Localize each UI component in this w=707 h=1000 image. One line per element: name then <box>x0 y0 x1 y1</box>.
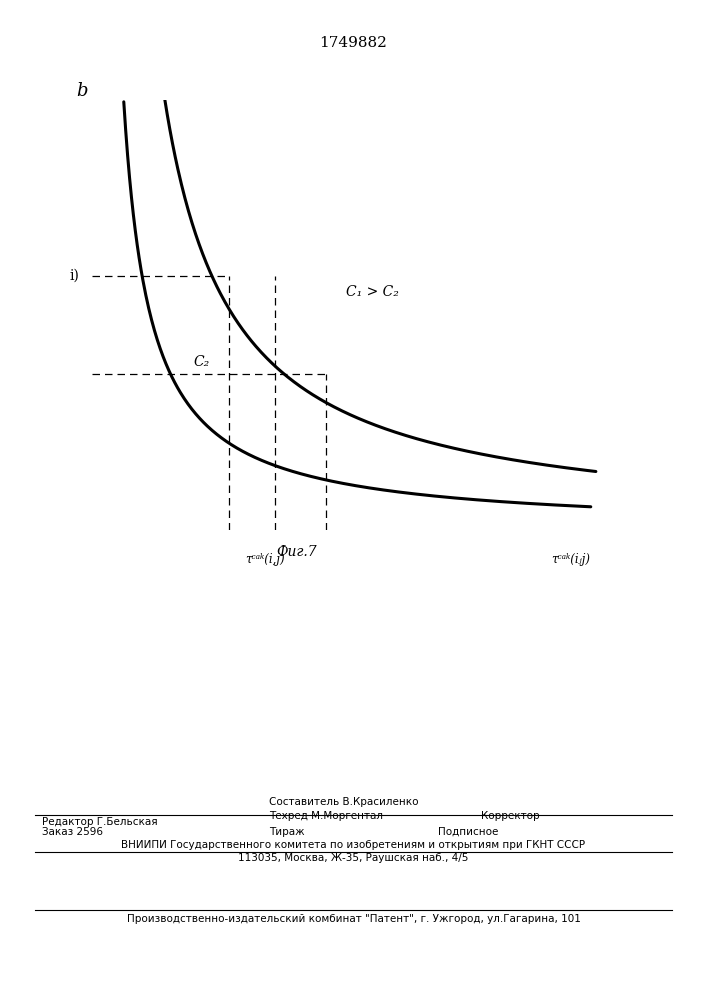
Text: Корректор: Корректор <box>481 811 539 821</box>
Text: Тираж: Тираж <box>269 827 304 837</box>
Text: ВНИИПИ Государственного комитета по изобретениям и открытиям при ГКНТ СССР: ВНИИПИ Государственного комитета по изоб… <box>122 840 585 850</box>
Text: Составитель В.Красиленко: Составитель В.Красиленко <box>269 797 418 807</box>
Text: Фиг.7: Фиг.7 <box>276 545 317 559</box>
Text: Подписное: Подписное <box>438 827 498 837</box>
Text: τᶜᵃᵏ(iⱼj): τᶜᵃᵏ(iⱼj) <box>551 553 590 566</box>
Text: Производственно-издательский комбинат "Патент", г. Ужгород, ул.Гагарина, 101: Производственно-издательский комбинат "П… <box>127 914 580 924</box>
Text: i): i) <box>69 269 79 283</box>
Text: 113035, Москва, Ж-35, Раушская наб., 4/5: 113035, Москва, Ж-35, Раушская наб., 4/5 <box>238 853 469 863</box>
Text: Заказ 2596: Заказ 2596 <box>42 827 103 837</box>
Text: b: b <box>76 82 88 100</box>
Text: Техред М.Моргентал: Техред М.Моргентал <box>269 811 382 821</box>
Text: Редактор Г.Бельская: Редактор Г.Бельская <box>42 817 158 827</box>
Text: τᶜᵃᵏ(i,j): τᶜᵃᵏ(i,j) <box>245 553 285 566</box>
Text: 1749882: 1749882 <box>320 36 387 50</box>
Text: C₁ > C₂: C₁ > C₂ <box>346 285 399 299</box>
Text: C₂: C₂ <box>193 355 209 369</box>
